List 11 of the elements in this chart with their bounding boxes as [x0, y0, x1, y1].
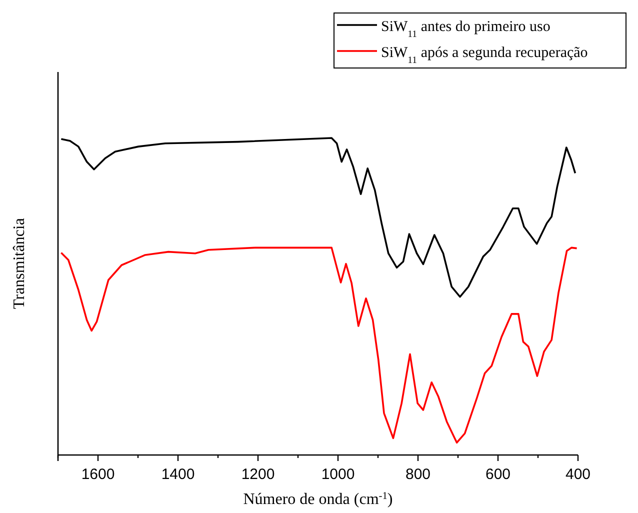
x-tick-label: 1000 — [321, 466, 355, 483]
x-tick-label: 600 — [485, 466, 511, 483]
x-tick-label: 400 — [565, 466, 591, 483]
x-tick-label: 800 — [405, 466, 431, 483]
y-axis-title: Transmitância — [11, 218, 28, 309]
x-axis-title: Número de onda (cm$^{-1}$) — [243, 490, 393, 508]
x-tick-label: 1600 — [81, 466, 115, 483]
legend-label: SiW$_{11}$ antes do primeiro uso — [381, 19, 550, 40]
x-tick-label: 1200 — [241, 466, 275, 483]
x-tick-label: 1400 — [161, 466, 195, 483]
legend-label: SiW$_{11}$ após a segunda recuperação — [381, 45, 588, 66]
